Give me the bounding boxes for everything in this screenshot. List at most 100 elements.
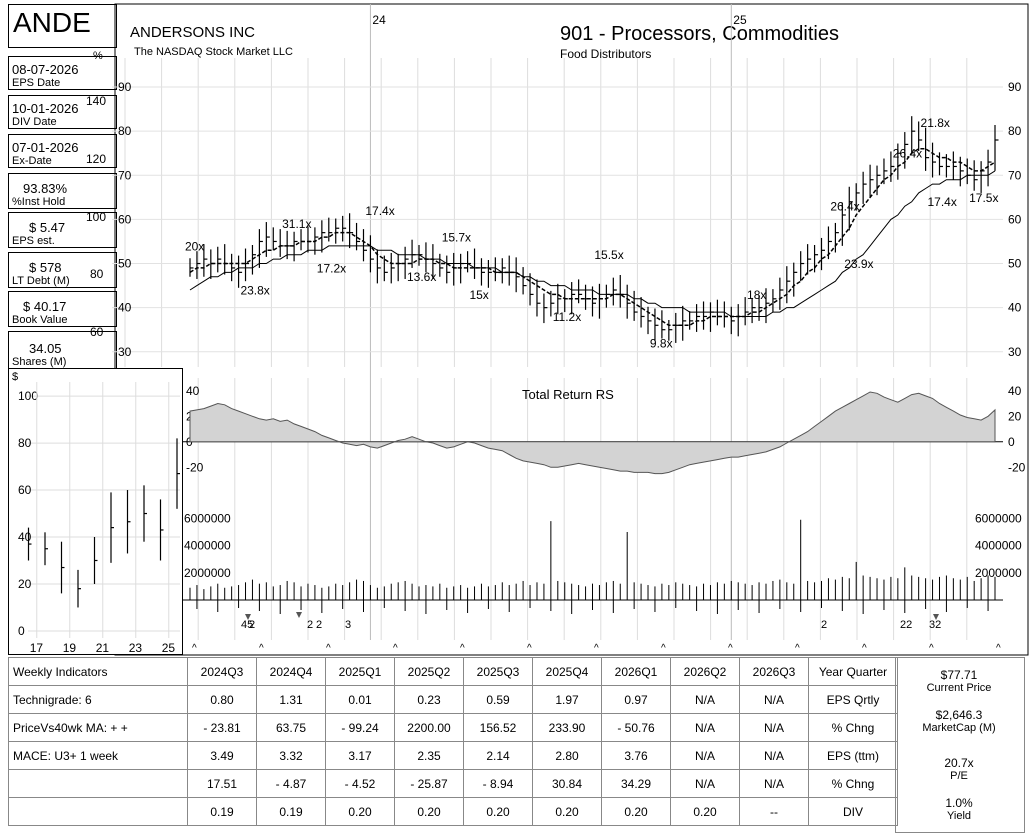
price-bar — [543, 293, 548, 324]
pe-label: 26.4x — [893, 147, 922, 161]
price-bar — [564, 289, 569, 313]
price-bar — [626, 284, 631, 319]
price-bar — [522, 267, 527, 295]
price-bar — [695, 304, 701, 332]
table-cell: 3.32 — [256, 741, 326, 770]
table-cell: 30.84 — [532, 769, 602, 798]
event-marker: 2 — [821, 619, 827, 631]
price-bar — [584, 284, 590, 310]
inset-axis-tick: 25 — [162, 641, 176, 655]
pe-label: 9.8x — [650, 336, 673, 350]
table-cell: 2.14 — [463, 741, 533, 770]
right-stats-panel — [895, 657, 1025, 833]
sidebar-value: $ 5.47 — [29, 220, 66, 235]
event-marker: 2 — [307, 619, 313, 631]
event-marker: 2 — [249, 619, 255, 631]
table-cell — [8, 769, 188, 798]
price-bar — [293, 231, 298, 262]
price-axis-tick: 30 — [1008, 345, 1022, 359]
table-cell: 2200.00 — [394, 713, 464, 742]
price-bar — [765, 288, 770, 324]
table-cell: 0.20 — [325, 797, 395, 826]
chart-frame — [114, 3, 1029, 656]
table-cell: 3.76 — [601, 741, 671, 770]
price-bar — [237, 255, 243, 288]
sidebar-eps-date: 08-07-2026 EPS Date — [8, 56, 117, 90]
pe-label: 17.5x — [969, 191, 998, 205]
sidebar-value: 07-01-2026 — [12, 140, 79, 155]
table-cell: N/A — [670, 685, 740, 714]
sidebar-value: 34.05 — [29, 341, 62, 356]
price-bar — [321, 220, 326, 253]
table-cell: 63.75 — [256, 713, 326, 742]
table-cell: 2026Q1 — [601, 657, 671, 686]
pct-axis-tick: 120 — [86, 152, 107, 166]
caret-mark: ^ — [594, 643, 599, 654]
price-bar — [911, 116, 916, 154]
price-bar — [189, 258, 194, 277]
rs-axis-tick: 0 — [1008, 435, 1015, 449]
stat-label: Yield — [946, 810, 972, 822]
pe-label: 18x — [747, 288, 766, 302]
price-bar — [279, 229, 284, 257]
price-bar — [557, 283, 562, 315]
table-cell: % Chng — [808, 713, 898, 742]
industry-group: 901 - Processors, Commodities — [560, 23, 839, 45]
price-axis-tick: 50 — [118, 257, 132, 271]
price-axis-tick: 60 — [1008, 212, 1022, 226]
ma40-line — [189, 170, 996, 317]
table-cell: 2025Q4 — [532, 657, 602, 686]
inset-axis-tick: 21 — [96, 641, 110, 655]
event-marker: 45 — [241, 619, 253, 631]
sidebar-label: EPS est. — [12, 235, 55, 247]
pe-label: 17.2x — [317, 261, 346, 275]
table-cell: Technigrade: 6 — [8, 685, 188, 714]
price-axis-tick: 80 — [118, 124, 132, 138]
pe-label: 21.8x — [921, 116, 950, 130]
inset-axis-unit: $ — [12, 371, 18, 383]
inset-axis-tick: 17 — [30, 641, 44, 655]
table-cell: - 25.87 — [394, 769, 464, 798]
price-bar — [869, 164, 874, 198]
long-term-bar — [27, 527, 32, 561]
price-axis-tick: 70 — [1008, 168, 1022, 182]
price-bar — [251, 245, 256, 275]
price-axis-tick: 50 — [1008, 257, 1022, 271]
inset-axis-tick: 20 — [18, 577, 32, 591]
pe-label: 20x — [185, 239, 204, 253]
sidebar-label: Ex-Date — [12, 155, 52, 167]
table-cell: - 4.52 — [325, 769, 395, 798]
sidebar-lt-debt: $ 578 LT Debt (M) — [8, 252, 117, 288]
price-bar — [675, 312, 680, 343]
inset-axis-tick: 40 — [18, 530, 32, 544]
sidebar-value: $ 40.17 — [23, 299, 67, 314]
sidebar-eps-est: $ 5.47 EPS est. — [8, 212, 117, 248]
price-bar — [793, 262, 798, 297]
price-bar — [619, 275, 624, 308]
price-bar — [487, 260, 492, 288]
table-cell: 0.20 — [394, 797, 464, 826]
table-cell: - 50.76 — [601, 713, 671, 742]
table-cell: 3.17 — [325, 741, 395, 770]
price-bar — [244, 248, 250, 282]
price-bar — [453, 252, 458, 286]
pe-label: 26.4x — [830, 200, 859, 214]
inset-axis-tick: 0 — [18, 624, 25, 638]
inset-axis-tick: 80 — [18, 436, 32, 450]
down-arrow-icon — [933, 614, 939, 620]
price-bar — [779, 277, 784, 310]
price-bar — [342, 215, 347, 242]
table-cell: 0.80 — [187, 685, 257, 714]
sidebar-label: LT Debt (M) — [12, 275, 70, 287]
table-cell: EPS (ttm) — [808, 741, 898, 770]
price-axis-tick: 30 — [118, 345, 132, 359]
table-cell: 0.97 — [601, 685, 671, 714]
price-bar — [640, 297, 645, 328]
table-cell: 17.51 — [187, 769, 257, 798]
table-cell: N/A — [670, 713, 740, 742]
pe-label: 11.2x — [553, 310, 581, 324]
price-bar — [397, 253, 402, 282]
table-cell: 2024Q3 — [187, 657, 257, 686]
table-cell: 0.23 — [394, 685, 464, 714]
event-marker: 32 — [929, 619, 941, 631]
